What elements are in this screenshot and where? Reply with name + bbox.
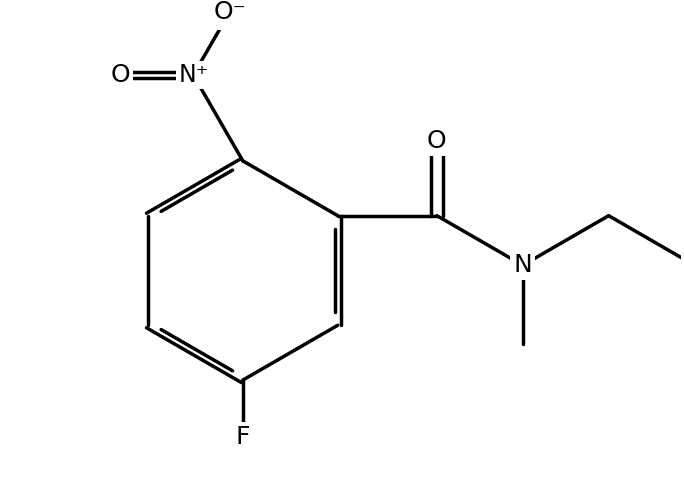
Text: O: O (110, 63, 130, 87)
Text: N⁺: N⁺ (178, 63, 209, 87)
Text: O⁻: O⁻ (213, 0, 246, 24)
Text: N: N (514, 253, 532, 277)
Text: F: F (235, 425, 250, 449)
Text: O: O (427, 128, 447, 152)
